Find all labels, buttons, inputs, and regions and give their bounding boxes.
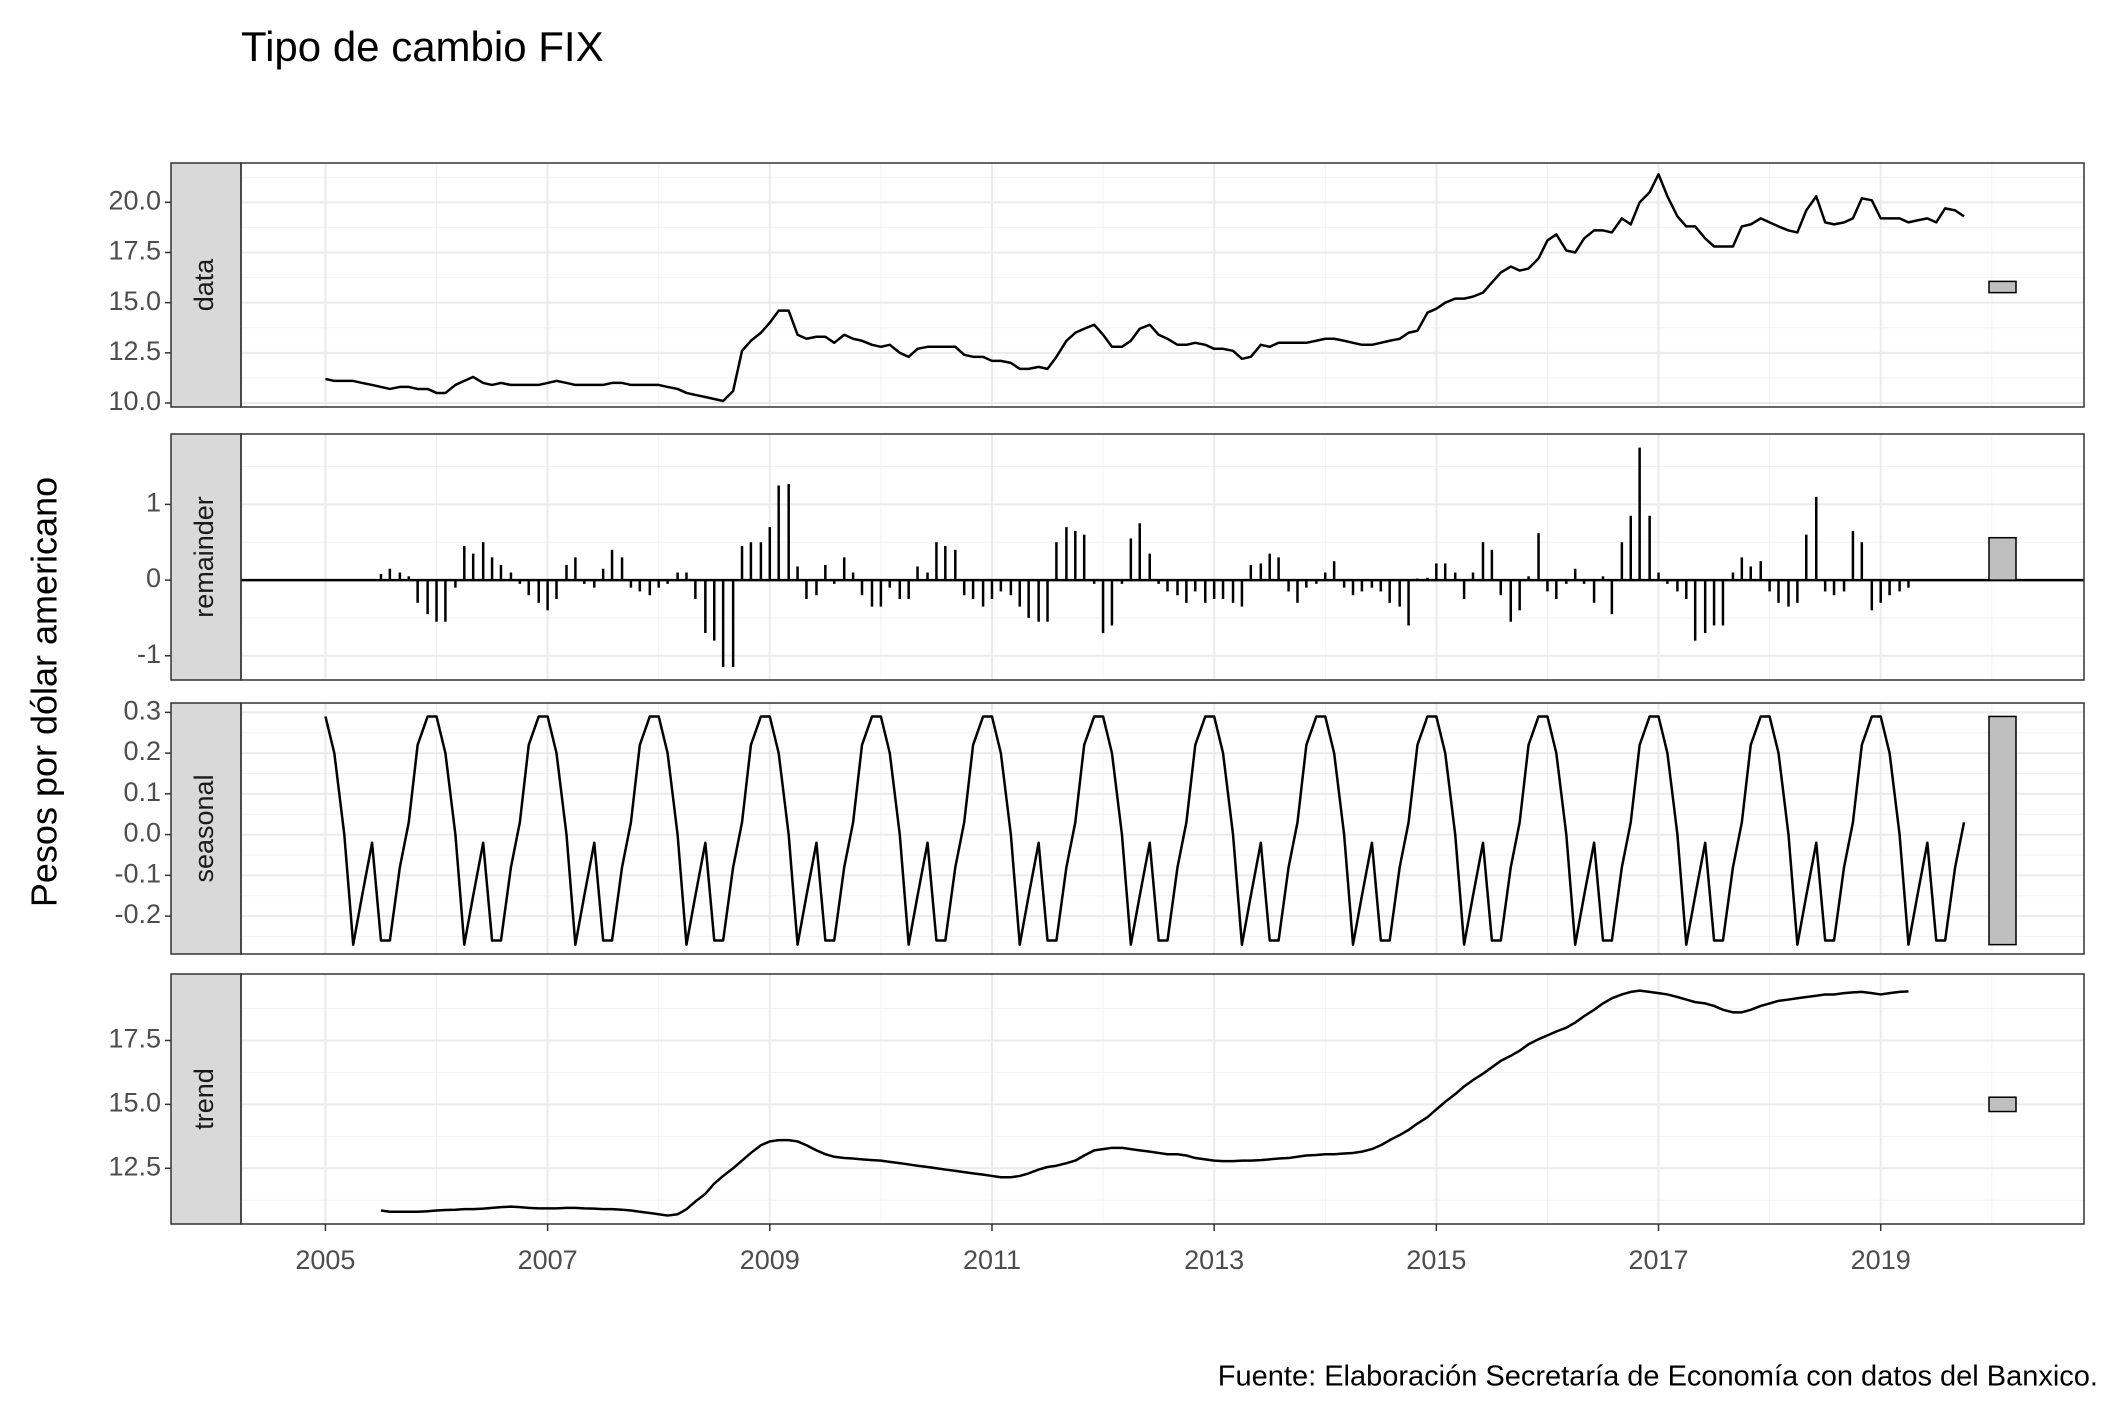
panel-background [241,434,2084,680]
y-tick-label: 12.5 [108,336,161,366]
panel-border [240,433,2085,681]
y-tick-label: -1 [137,639,161,669]
series-line [380,989,1909,1217]
x-tick-label: 2017 [1628,1245,1688,1275]
x-tick-label: 2009 [740,1245,800,1275]
panel-border [240,702,2085,955]
y-tick-label: -0.2 [114,899,161,929]
y-tick-label: 12.5 [108,1151,161,1181]
caption: Fuente: Elaboración Secretaría de Econom… [1218,1361,2098,1393]
x-tick-label: 2013 [1184,1245,1244,1275]
y-tick-label: 17.5 [108,236,161,266]
x-tick-label: 2015 [1406,1245,1466,1275]
y-axis-label: Pesos por dólar americano [24,477,65,907]
y-tick-label: 0 [146,563,161,593]
strip [170,162,242,408]
strip [170,433,242,681]
y-tick-label: 0.3 [123,695,161,725]
panel-background [241,974,2084,1224]
panel-border [240,162,2085,408]
y-tick-label: 20.0 [108,185,161,215]
y-tick-label: 10.0 [108,386,161,416]
y-tick-label: 0.1 [123,777,161,807]
x-tick-label: 2011 [963,1245,1021,1275]
x-tick-label: 2019 [1851,1245,1911,1275]
y-tick-label: 0.0 [123,818,161,848]
strip-label: data [189,258,219,312]
y-tick-label: 0.2 [123,736,161,766]
strip-label: trend [189,1068,219,1130]
y-tick-label: -0.1 [114,858,161,888]
series-line [324,715,1966,946]
strip [170,702,242,955]
chart-title: Tipo de cambio FIX [241,23,604,70]
strip-label: remainder [189,496,219,618]
range-bar [1988,1096,2017,1113]
range-bar [1988,536,2017,581]
strip-label: seasonal [189,774,219,882]
series-line [325,172,1965,403]
range-bar [1988,280,2017,294]
x-tick-label: 2005 [295,1245,355,1275]
y-tick-label: 1 [146,488,161,518]
panel-background [241,163,2084,407]
y-tick-label: 15.0 [108,286,161,316]
panel-border [240,973,2085,1225]
x-tick-label: 2007 [518,1245,578,1275]
range-bar [1988,715,2017,946]
y-tick-label: 17.5 [108,1024,161,1054]
y-tick-label: 15.0 [108,1087,161,1117]
